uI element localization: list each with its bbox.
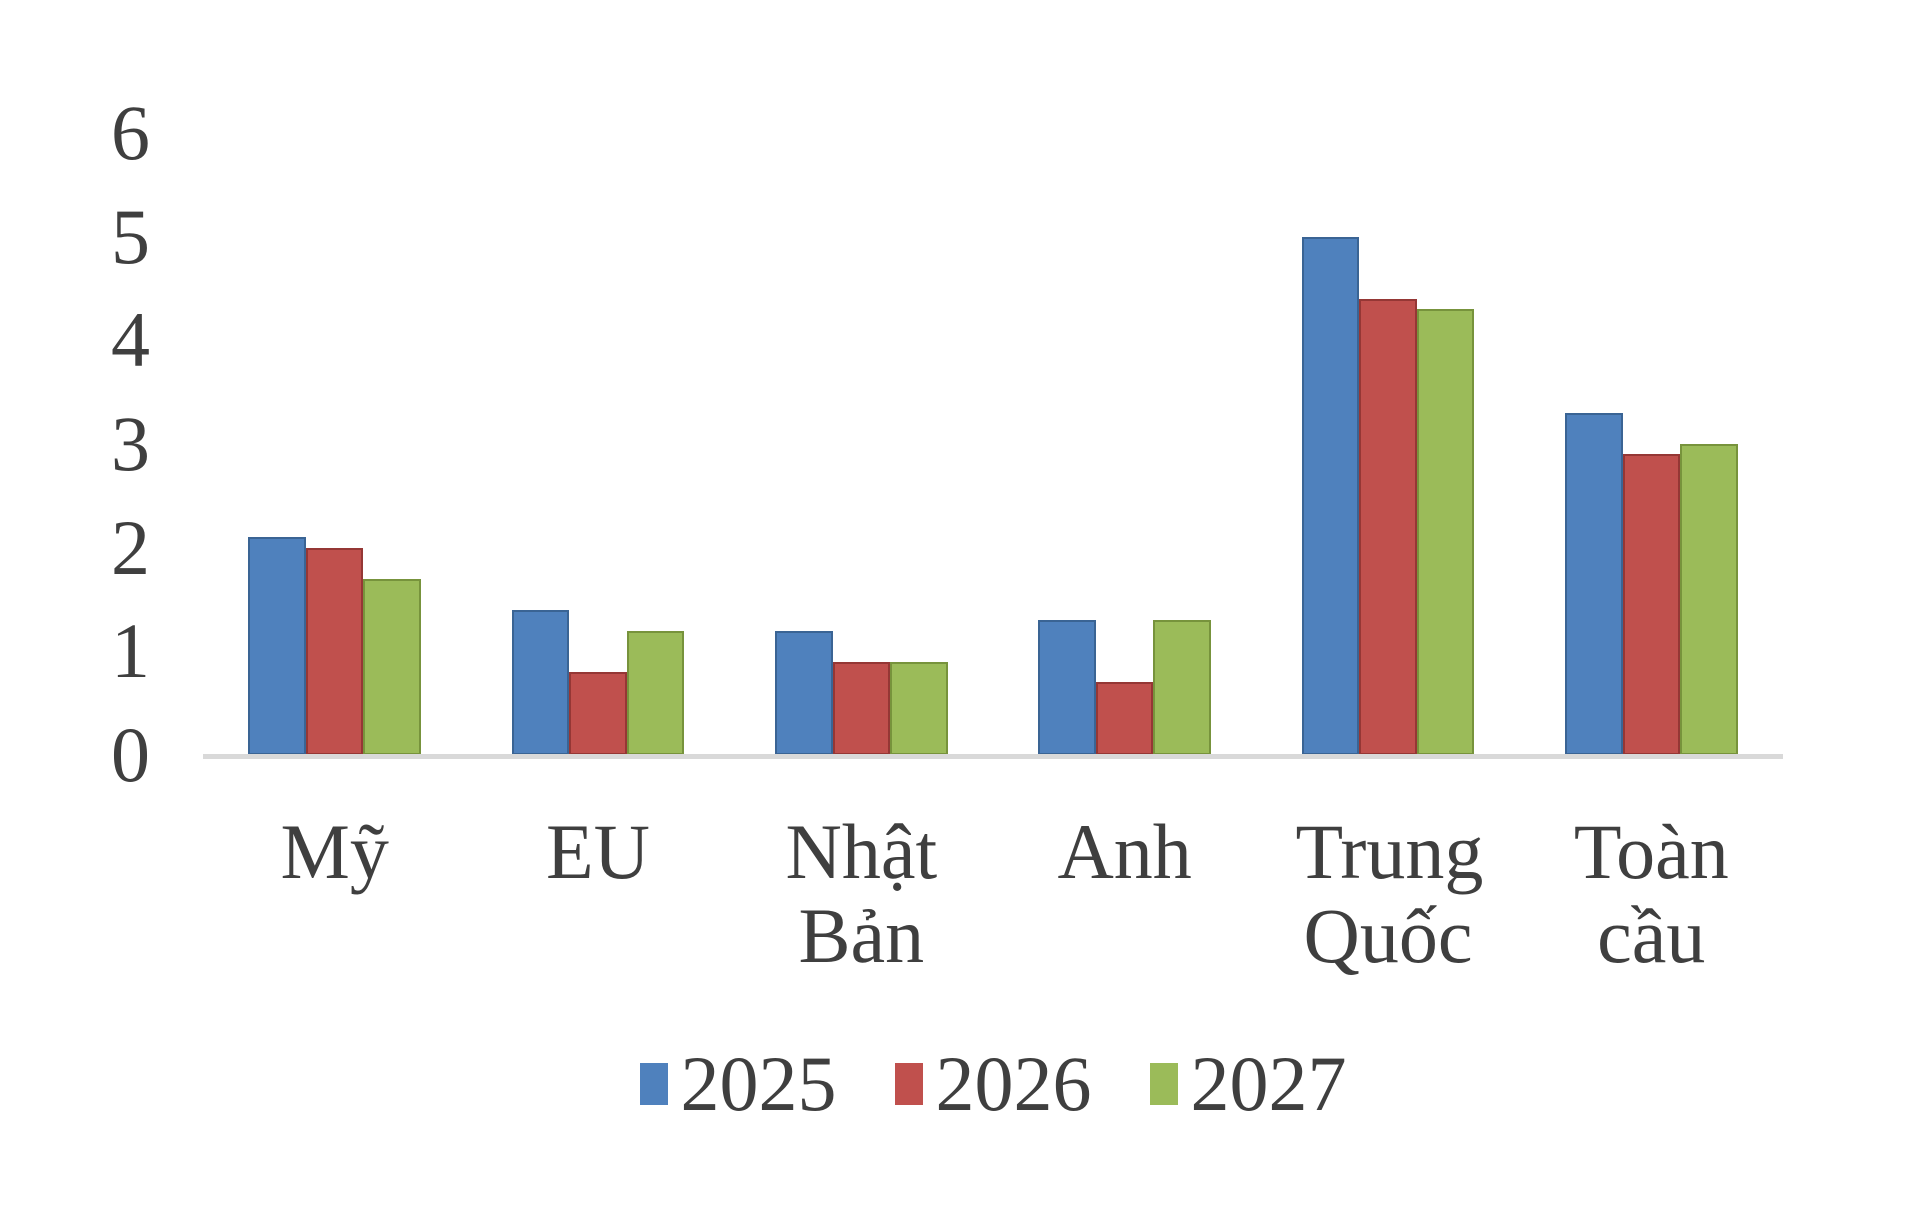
bar-2027 (1153, 620, 1211, 755)
legend-item-2026: 2026 (894, 1040, 1092, 1127)
legend: 2025 2026 2027 (203, 1042, 1783, 1126)
x-axis-label-text: Nhật Bản (785, 808, 938, 979)
bar-2026 (569, 672, 627, 755)
y-tick-label: 2 (111, 503, 150, 591)
y-tick-label: 6 (111, 89, 150, 176)
legend-label: 2025 (680, 1040, 837, 1127)
bar-2027 (1416, 309, 1475, 755)
x-axis-line (203, 754, 1783, 759)
y-tick-label: 0 (111, 711, 150, 798)
plot-area (203, 133, 1783, 759)
bar-2025 (775, 630, 833, 755)
x-axis-label-text: Mỹ (280, 808, 389, 895)
bar-2025 (1301, 236, 1360, 755)
legend-label: 2026 (935, 1040, 1092, 1127)
legend-label: 2027 (1190, 1040, 1347, 1127)
bar-group (466, 133, 729, 755)
bar-group (1256, 133, 1519, 755)
bar-2027 (626, 630, 685, 755)
legend-item-2025: 2025 (639, 1040, 837, 1127)
legend-swatch-icon (639, 1063, 668, 1105)
x-axis-label: Trung Quốc (1256, 810, 1519, 978)
y-tick-label: 4 (111, 296, 150, 384)
x-axis-label-text: Trung Quốc (1295, 808, 1484, 979)
y-tick-label: 3 (111, 400, 150, 487)
bar-2027 (363, 578, 421, 755)
bar-group (993, 133, 1256, 755)
bar-group (1520, 133, 1783, 755)
x-axis-labels: Mỹ EU Nhật Bản Anh Trung Quốc Toàn cầu (203, 810, 1783, 978)
y-tick-label: 5 (111, 192, 150, 280)
x-axis-label: Toàn cầu (1520, 810, 1783, 978)
bar-2027 (890, 661, 948, 755)
x-axis-label-text: Anh (1057, 808, 1192, 895)
x-axis-label: EU (466, 810, 729, 978)
bar-group (730, 133, 993, 755)
legend-item-2027: 2027 (1149, 1040, 1347, 1127)
bar-2025 (511, 609, 570, 755)
y-tick-label: 1 (111, 607, 150, 695)
bar-2025 (248, 537, 306, 755)
bar-2025 (1565, 412, 1623, 755)
legend-swatch-icon (894, 1063, 923, 1105)
x-axis-label: Nhật Bản (730, 810, 993, 978)
x-axis-label-text: Toàn cầu (1573, 808, 1729, 979)
bar-2026 (832, 661, 891, 755)
legend-swatch-icon (1149, 1063, 1178, 1105)
x-axis-label-text: EU (546, 808, 650, 895)
bar-2025 (1038, 620, 1096, 755)
bar-group (203, 133, 466, 755)
bar-2026 (305, 547, 364, 755)
bar-2026 (1095, 682, 1154, 755)
bar-2026 (1622, 454, 1681, 755)
x-axis-label: Mỹ (203, 810, 466, 978)
bar-2027 (1680, 444, 1738, 755)
x-axis-label: Anh (993, 810, 1256, 978)
bar-2026 (1359, 298, 1417, 755)
